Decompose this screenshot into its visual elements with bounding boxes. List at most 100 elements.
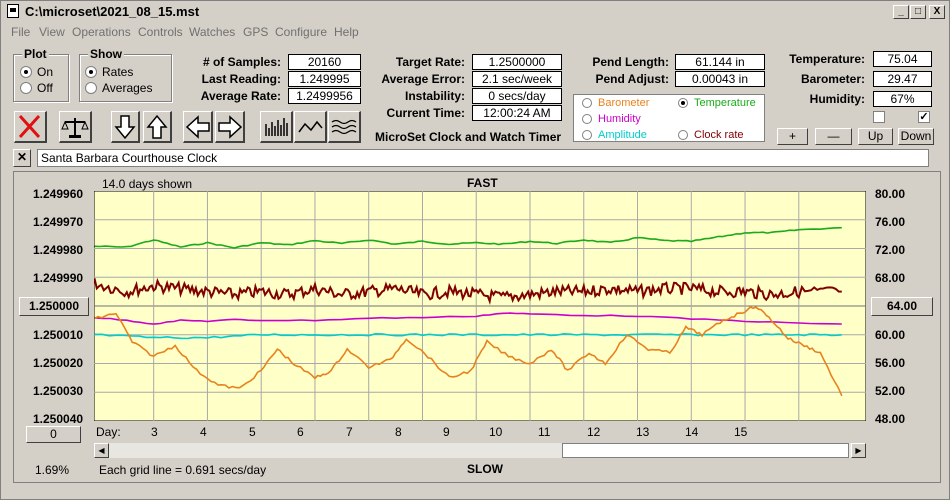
watch-name-field[interactable]: Santa Barbara Courthouse Clock bbox=[37, 149, 929, 167]
radio-selected-icon bbox=[85, 66, 97, 78]
minimize-button[interactable]: _ bbox=[893, 5, 909, 19]
radio-empty-icon bbox=[20, 82, 32, 94]
balance-button[interactable] bbox=[59, 111, 92, 143]
show-group: Show bbox=[79, 47, 172, 102]
menu-controls[interactable]: Controls bbox=[138, 25, 183, 39]
menu-watches[interactable]: Watches bbox=[189, 25, 236, 39]
left-tick-label: 1.250020 bbox=[33, 356, 84, 370]
instability-label: Instability: bbox=[404, 89, 465, 103]
radio-selected-icon bbox=[20, 66, 32, 78]
right-tick-label: 80.00 bbox=[875, 187, 906, 201]
plot-group: Plot bbox=[13, 47, 69, 102]
rate-chart bbox=[94, 191, 866, 421]
grid-note: Each grid line = 0.691 secs/day bbox=[99, 463, 267, 477]
right-tick-label: 68.00 bbox=[875, 271, 906, 285]
center-right-button[interactable]: 64.00 bbox=[871, 297, 933, 316]
barometer-value: 29.47 bbox=[873, 71, 932, 87]
plot-on-radio[interactable]: On bbox=[20, 65, 53, 79]
day-tick-label: 14 bbox=[685, 425, 699, 439]
line-wave-icon bbox=[298, 120, 323, 133]
temperature-value: 75.04 bbox=[873, 51, 932, 67]
checkbox-2[interactable]: ✓ bbox=[918, 111, 930, 123]
radio-empty-icon bbox=[678, 130, 688, 140]
close-button[interactable]: X bbox=[929, 5, 945, 19]
menu-file[interactable]: File bbox=[11, 25, 31, 39]
line-view-button[interactable] bbox=[294, 111, 327, 143]
target-rate-value: 1.2500000 bbox=[472, 54, 562, 70]
app-caption: MicroSet Clock and Watch Timer bbox=[375, 130, 562, 144]
right-tick-label: 56.00 bbox=[875, 356, 906, 370]
humidity-value: 67% bbox=[873, 91, 932, 107]
temperature-radio[interactable]: Temperature bbox=[678, 97, 756, 109]
maximize-button[interactable]: □ bbox=[910, 5, 926, 19]
day-tick-label: 3 bbox=[151, 425, 158, 439]
menu-view[interactable]: View bbox=[39, 25, 65, 39]
window-title: C:\microset\2021_08_15.mst bbox=[25, 4, 200, 19]
horizontal-scrollbar[interactable]: ◀ ▶ bbox=[94, 443, 866, 458]
barometer-radio[interactable]: Barometer bbox=[582, 97, 649, 109]
left-arrow-button[interactable] bbox=[183, 111, 213, 143]
scroll-left-button[interactable]: ◀ bbox=[94, 443, 109, 458]
bar-view-button[interactable] bbox=[260, 111, 293, 143]
plus-button[interactable]: + bbox=[777, 128, 808, 145]
left-tick-label: 1.249970 bbox=[33, 215, 84, 229]
minus-button[interactable]: — bbox=[815, 128, 852, 145]
day-tick-label: 8 bbox=[395, 425, 402, 439]
menu-help[interactable]: Help bbox=[334, 25, 359, 39]
temperature-label: Temperature: bbox=[789, 52, 865, 66]
up-arrow-button[interactable] bbox=[143, 111, 172, 143]
checkbox-1[interactable] bbox=[873, 111, 885, 123]
wave-view-button[interactable] bbox=[328, 111, 361, 143]
right-arrow-icon bbox=[218, 115, 243, 139]
series-barometer bbox=[94, 306, 843, 397]
offset-button[interactable]: 0 bbox=[26, 426, 81, 443]
radio-empty-icon bbox=[582, 114, 592, 124]
average-error-label: Average Error: bbox=[381, 72, 465, 86]
down-button[interactable]: Down bbox=[898, 128, 934, 145]
down-arrow-icon bbox=[114, 115, 136, 140]
right-arrow-button[interactable] bbox=[215, 111, 245, 143]
title-bar: C:\microset\2021_08_15.mst _ □ X bbox=[1, 1, 949, 21]
samples-label: # of Samples: bbox=[202, 55, 281, 69]
amplitude-option-label: Amplitude bbox=[598, 129, 647, 141]
show-group-title: Show bbox=[88, 47, 124, 61]
bar-chart-icon bbox=[265, 118, 288, 136]
humidity-radio[interactable]: Humidity bbox=[582, 113, 641, 125]
day-tick-label: 11 bbox=[538, 425, 551, 439]
barometer-label: Barometer: bbox=[800, 72, 865, 86]
left-tick-label: 1.250030 bbox=[33, 384, 84, 398]
day-axis-label: Day: bbox=[96, 425, 121, 439]
menu-operations[interactable]: Operations bbox=[72, 25, 131, 39]
average-error-value: 2.1 sec/week bbox=[472, 71, 562, 87]
show-averages-radio[interactable]: Averages bbox=[85, 81, 152, 95]
clock-rate-radio[interactable]: Clock rate bbox=[678, 129, 744, 141]
scroll-thumb[interactable] bbox=[562, 443, 849, 458]
clear-name-button[interactable]: ✕ bbox=[13, 149, 31, 167]
scale-icon bbox=[61, 118, 89, 138]
menu-gps[interactable]: GPS bbox=[243, 25, 269, 39]
app-icon[interactable] bbox=[7, 4, 19, 18]
day-tick-label: 4 bbox=[200, 425, 207, 439]
day-tick-label: 5 bbox=[249, 425, 256, 439]
right-tick-label: 72.00 bbox=[875, 243, 906, 257]
scroll-right-button[interactable]: ▶ bbox=[851, 443, 866, 458]
up-button[interactable]: Up bbox=[858, 128, 893, 145]
last-reading-value: 1.249995 bbox=[288, 71, 361, 87]
center-rate-button[interactable]: 1.250000 bbox=[19, 297, 89, 316]
left-tick-label: 1.250040 bbox=[33, 412, 84, 426]
menu-configure[interactable]: Configure bbox=[275, 25, 328, 39]
series-amplitude bbox=[94, 332, 842, 340]
slow-label: SLOW bbox=[467, 462, 503, 476]
down-arrow-button[interactable] bbox=[111, 111, 140, 143]
amplitude-radio[interactable]: Amplitude bbox=[582, 129, 647, 141]
radio-empty-icon bbox=[582, 98, 592, 108]
right-tick-label: 48.00 bbox=[875, 412, 906, 426]
show-rates-radio[interactable]: Rates bbox=[85, 65, 133, 79]
right-tick-label: 60.00 bbox=[875, 328, 906, 342]
left-tick-label: 1.249980 bbox=[33, 243, 84, 257]
stop-button[interactable] bbox=[14, 111, 47, 143]
series-humidity bbox=[94, 312, 842, 325]
plot-off-radio[interactable]: Off bbox=[20, 81, 53, 95]
samples-value: 20160 bbox=[288, 54, 361, 70]
